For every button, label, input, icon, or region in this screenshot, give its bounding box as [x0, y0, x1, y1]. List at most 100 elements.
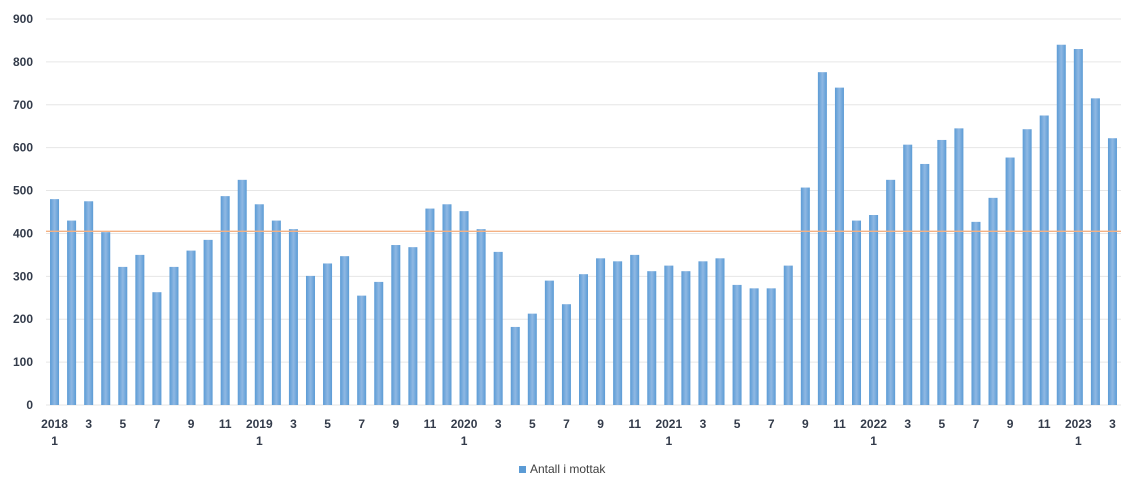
x-tick-label: 2020 [451, 417, 478, 431]
x-tick-label: 9 [392, 417, 399, 431]
bar [664, 265, 674, 405]
x-tick-label: 3 [904, 417, 911, 431]
x-tick-label: 5 [938, 417, 945, 431]
bar [647, 271, 657, 405]
x-tick-label: 11 [424, 417, 437, 431]
bar [800, 187, 810, 405]
bar [681, 271, 691, 405]
x-tick-sublabel: 1 [870, 434, 877, 448]
x-tick-label: 2022 [860, 417, 887, 431]
bar [971, 221, 981, 405]
bar [561, 304, 571, 405]
x-tick-sublabel: 1 [1075, 434, 1082, 448]
y-tick-label: 400 [13, 226, 33, 240]
bar [732, 284, 742, 405]
y-tick-label: 900 [13, 12, 33, 26]
x-tick-label: 7 [563, 417, 570, 431]
y-tick-label: 700 [13, 98, 33, 112]
bar [988, 197, 998, 405]
y-tick-label: 600 [13, 141, 33, 155]
bar [374, 281, 384, 405]
bar [254, 204, 264, 405]
x-tick-label: 3 [290, 417, 297, 431]
bar [220, 196, 230, 405]
bar [1039, 115, 1049, 405]
x-tick-label: 5 [734, 417, 741, 431]
bar [357, 295, 367, 405]
bar [135, 254, 145, 405]
x-tick-label: 2023 [1065, 417, 1092, 431]
bar [1107, 138, 1117, 405]
bar [476, 229, 486, 405]
bar [186, 250, 196, 405]
y-tick-label: 200 [13, 312, 33, 326]
x-tick-label: 2019 [246, 417, 273, 431]
bar [118, 266, 128, 405]
x-tick-label: 11 [1038, 417, 1051, 431]
x-tick-label: 11 [833, 417, 846, 431]
bar [527, 313, 537, 405]
bars [50, 44, 1117, 406]
x-tick-label: 9 [802, 417, 809, 431]
bar [442, 204, 452, 405]
x-tick-label: 5 [529, 417, 536, 431]
x-tick-label: 9 [597, 417, 604, 431]
x-tick-label: 7 [973, 417, 980, 431]
bar [903, 144, 913, 406]
x-tick-label: 11 [628, 417, 641, 431]
x-tick-label: 7 [358, 417, 365, 431]
bar [288, 229, 298, 405]
bar [323, 263, 333, 405]
x-tick-label: 3 [495, 417, 502, 431]
bar [766, 288, 776, 405]
bar [459, 211, 469, 405]
y-axis-ticks: 0 100 200 300 400 500 600 700 800 900 [13, 12, 33, 412]
bar [1056, 44, 1066, 405]
bar [50, 199, 60, 405]
bar [613, 261, 623, 405]
bar [886, 179, 896, 405]
bar [715, 258, 725, 405]
bar [698, 261, 708, 405]
bar [67, 220, 77, 405]
bar [937, 139, 947, 406]
bar [852, 220, 862, 405]
x-tick-label: 2021 [655, 417, 682, 431]
bar [869, 215, 879, 405]
bar [579, 274, 588, 405]
bar [596, 258, 606, 405]
x-tick-label: 3 [1109, 417, 1116, 431]
y-tick-label: 800 [13, 55, 33, 69]
legend-label: Antall i mottak [530, 462, 606, 476]
bar [169, 266, 179, 405]
y-tick-label: 500 [13, 184, 33, 198]
bar [493, 251, 503, 405]
x-tick-sublabel: 1 [461, 434, 468, 448]
bar [237, 179, 247, 405]
x-tick-label: 3 [700, 417, 707, 431]
bar [391, 245, 401, 405]
bar [817, 72, 827, 405]
bar [340, 256, 350, 405]
x-tick-label: 7 [154, 417, 161, 431]
bar [408, 247, 418, 405]
x-tick-sublabel: 1 [256, 434, 263, 448]
legend: Antall i mottak [519, 462, 606, 476]
y-tick-label: 100 [13, 355, 33, 369]
x-tick-label: 3 [85, 417, 92, 431]
x-tick-label: 9 [1007, 417, 1014, 431]
bar [1073, 49, 1083, 406]
bar [510, 326, 520, 405]
bar [749, 288, 759, 405]
x-tick-label: 5 [119, 417, 126, 431]
x-tick-label: 9 [188, 417, 195, 431]
x-tick-label: 7 [768, 417, 775, 431]
legend-swatch [519, 466, 526, 473]
x-axis-ticks: 2018 3 5 7 9 11 2019 3 5 7 9 11 2020 3 5 7 9 11 2021 3 5 7 9 11… [41, 417, 1116, 448]
bar [152, 292, 162, 405]
x-tick-label: 2018 [41, 417, 68, 431]
bar [1022, 129, 1032, 406]
bar [305, 275, 315, 405]
